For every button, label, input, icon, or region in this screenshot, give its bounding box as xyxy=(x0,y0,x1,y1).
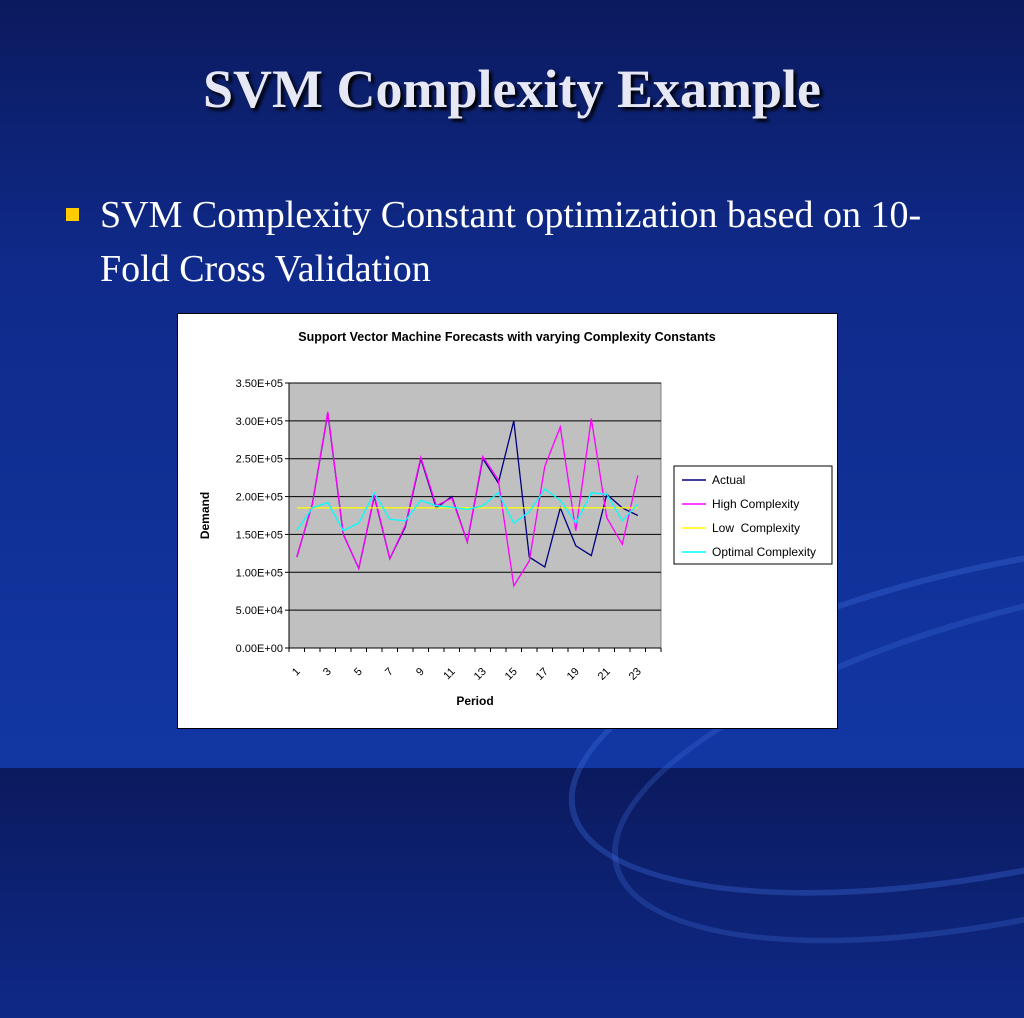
legend-entry: High Complexity xyxy=(712,497,799,511)
series-line xyxy=(296,411,639,588)
x-tick-label: 1 xyxy=(290,666,303,679)
bullet-item: SVM Complexity Constant optimization bas… xyxy=(62,188,962,296)
legend-entry: Low Complexity xyxy=(712,521,800,535)
series-lines xyxy=(296,411,639,588)
x-tick-label: 13 xyxy=(472,666,489,683)
legend-entry: Actual xyxy=(712,473,745,487)
x-axis-ticks: 1 3 5 7 9 11 13 15 17 19 21 23 xyxy=(288,647,662,683)
x-tick-label: 7 xyxy=(383,666,396,679)
y-tick-label: 1.00E+05 xyxy=(236,567,283,579)
y-tick-label: 2.50E+05 xyxy=(236,454,283,466)
chart-title: Support Vector Machine Forecasts with va… xyxy=(298,330,715,344)
y-tick-label: 3.00E+05 xyxy=(236,416,283,428)
bullet-square-icon xyxy=(66,208,79,221)
x-tick-label: 11 xyxy=(441,666,458,683)
x-tick-label: 23 xyxy=(627,666,644,683)
y-tick-label: 5.00E+04 xyxy=(236,605,283,617)
chart-panel: Support Vector Machine Forecasts with va… xyxy=(177,313,838,729)
x-tick-label: 5 xyxy=(352,666,365,679)
y-tick-label: 0.00E+00 xyxy=(236,643,283,655)
x-tick-label: 3 xyxy=(321,666,334,679)
legend-entry: Optimal Complexity xyxy=(712,545,816,559)
legend: Actual High Complexity Low Complexity Optim… xyxy=(673,465,833,565)
y-axis-ticks: 0.00E+00 5.00E+04 1.00E+05 1.50E+05 2.00E+05… xyxy=(236,378,290,655)
y-tick-label: 1.50E+05 xyxy=(236,529,283,541)
legend-box xyxy=(673,465,833,565)
bullet-text: SVM Complexity Constant optimization bas… xyxy=(100,194,922,290)
slide-title: SVM Complexity Example xyxy=(203,59,821,119)
line-chart: Support Vector Machine Forecasts with va… xyxy=(198,330,833,708)
series-line xyxy=(296,488,639,532)
gridlines xyxy=(289,382,661,611)
x-axis-label: Period xyxy=(456,694,493,708)
x-tick-label: 21 xyxy=(596,666,613,683)
x-tick-label: 17 xyxy=(534,666,551,683)
y-tick-label: 3.50E+05 xyxy=(236,378,283,390)
x-tick-label: 19 xyxy=(565,666,582,683)
x-tick-label: 9 xyxy=(414,666,427,679)
x-tick-label: 15 xyxy=(503,666,520,683)
y-tick-label: 2.00E+05 xyxy=(236,492,283,504)
plot-area xyxy=(288,382,662,649)
y-axis-label: Demand xyxy=(198,492,212,539)
